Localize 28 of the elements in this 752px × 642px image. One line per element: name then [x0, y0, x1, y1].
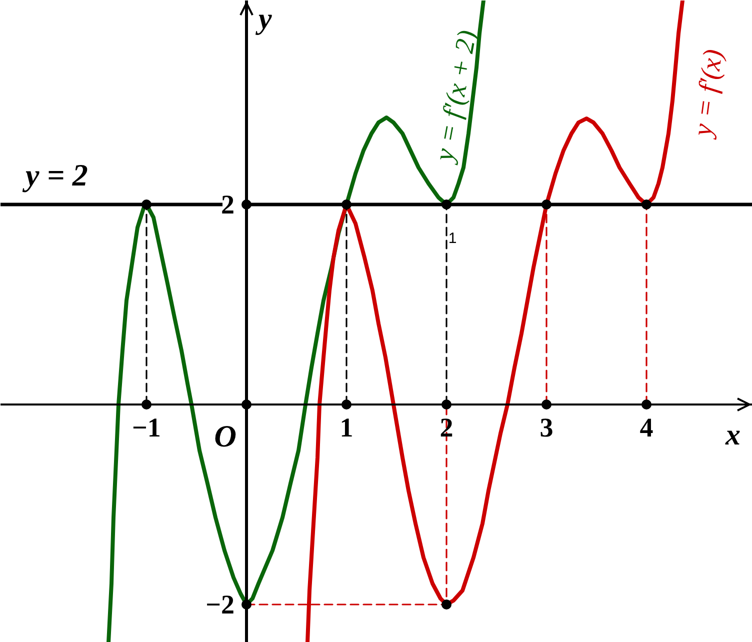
point: [242, 600, 252, 610]
point: [542, 200, 552, 210]
y-axis-title: y: [256, 2, 272, 36]
point: [442, 400, 452, 410]
point: [242, 200, 252, 210]
text: y = f′(x): [686, 47, 728, 141]
annotation: 1: [448, 230, 457, 247]
text: y = f′(x + 2): [428, 28, 482, 166]
point: [442, 200, 452, 210]
x-tick-label: 2: [440, 412, 454, 442]
point: [142, 200, 152, 210]
x-axis-title: x: [724, 418, 740, 452]
point: [242, 400, 252, 410]
annotation: O: [214, 418, 237, 454]
point: [142, 400, 152, 410]
x-tick-label: 3: [540, 412, 554, 442]
x-tick-label: 4: [640, 412, 654, 442]
x-tick-label: 1: [340, 412, 354, 442]
ref-line-label: y = 2: [22, 158, 88, 192]
point: [642, 400, 652, 410]
point: [542, 400, 552, 410]
point: [442, 600, 452, 610]
line-series: [106, 0, 486, 642]
point: [342, 400, 352, 410]
x-tick-label: −1: [132, 412, 161, 442]
point: [342, 200, 352, 210]
y-tick-label: −2: [206, 590, 235, 620]
point: [642, 200, 652, 210]
